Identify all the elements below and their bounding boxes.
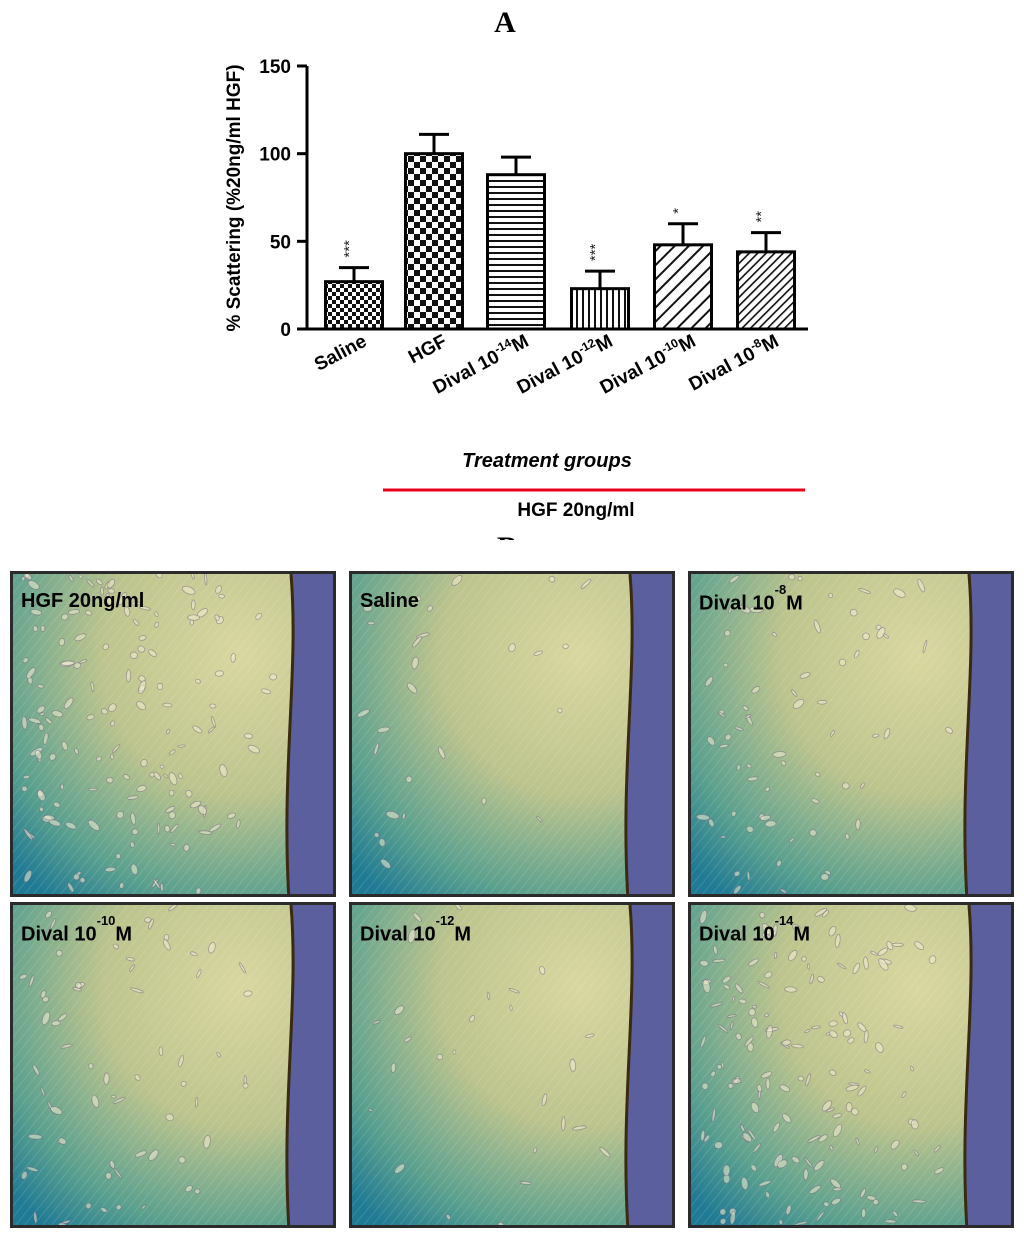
category-label: Dival 10-8M — [684, 328, 782, 395]
bar-1 — [404, 152, 464, 331]
significance-label: *** — [341, 240, 358, 258]
panel-a-letter: A — [494, 6, 516, 39]
micrograph-label: Dival 10-8M — [699, 582, 803, 615]
micrograph-label: HGF 20ng/ml — [21, 590, 145, 612]
category-label: HGF — [405, 331, 450, 368]
x-axis-title: Treatment groups — [462, 450, 632, 472]
y-tick-label: 0 — [280, 320, 291, 341]
micrograph-image — [13, 574, 333, 894]
micrograph-panel: Saline — [349, 571, 675, 897]
micrograph-panel: Dival 10-12M — [349, 902, 675, 1228]
micrograph-image — [352, 574, 672, 894]
y-tick-label: 150 — [259, 57, 291, 78]
significance-label: *** — [587, 243, 604, 261]
y-ticks: 0 50 100 150 — [259, 57, 307, 341]
micrograph-image — [352, 905, 672, 1225]
micrograph-panel: Dival 10-10M — [10, 902, 336, 1228]
micrograph-image — [691, 574, 1011, 894]
bar-4 — [653, 243, 713, 331]
micrograph-panel: Dival 10-8M — [688, 571, 1014, 897]
category-label: Saline — [311, 331, 370, 376]
micrograph-image — [13, 905, 333, 1225]
micrograph-panel: Dival 10-14M — [688, 902, 1014, 1228]
bar-2 — [486, 173, 546, 331]
micrograph-label: Saline — [360, 590, 419, 612]
micrograph-label: Dival 10-10M — [21, 913, 133, 946]
bars-group: *** ****** — [324, 132, 796, 331]
micrograph-label: Dival 10-12M — [360, 913, 472, 946]
y-tick-label: 50 — [270, 232, 291, 253]
category-label: Dival 10-10M — [595, 328, 699, 398]
y-tick-label: 100 — [259, 145, 291, 166]
panel-b-letter: B — [497, 531, 517, 540]
micrograph-image — [691, 905, 1011, 1225]
hgf-bracket-label: HGF 20ng/ml — [517, 500, 634, 521]
y-axis-title: % Scattering (%20ng/ml HGF) — [224, 64, 245, 331]
significance-label: * — [670, 208, 687, 214]
bar-0 — [324, 280, 384, 331]
micrograph-panel: HGF 20ng/ml — [10, 571, 336, 897]
bar-5 — [736, 250, 796, 331]
bar-3 — [570, 287, 630, 331]
significance-label: ** — [753, 211, 770, 223]
micrograph-label: Dival 10-14M — [699, 913, 811, 946]
